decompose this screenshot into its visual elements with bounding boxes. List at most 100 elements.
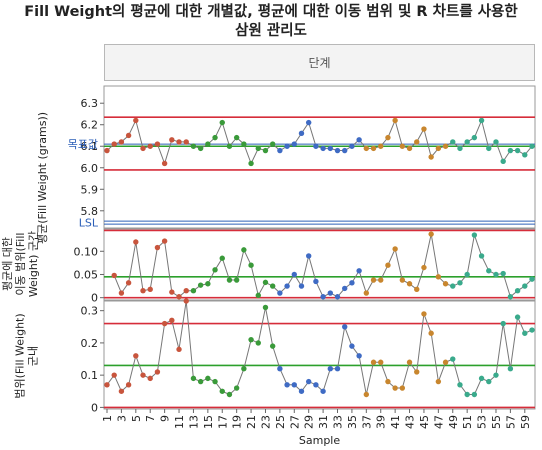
data-point (400, 144, 405, 149)
data-point (450, 139, 455, 144)
data-point (385, 379, 390, 384)
data-point (227, 144, 232, 149)
data-point (140, 288, 145, 293)
x-tick-label: 13 (187, 415, 200, 429)
data-point (407, 146, 412, 151)
data-point (349, 343, 354, 348)
x-axis-label: Sample (299, 434, 340, 447)
panel-frame (104, 301, 535, 409)
data-point (529, 276, 534, 281)
data-point (392, 385, 397, 390)
data-point (378, 144, 383, 149)
data-point (234, 135, 239, 140)
x-tick-label: 1 (101, 415, 114, 422)
x-tick-label: 21 (245, 415, 258, 429)
data-point (364, 290, 369, 295)
data-point (464, 139, 469, 144)
data-point (270, 343, 275, 348)
data-point (328, 366, 333, 371)
data-point (400, 385, 405, 390)
lsl-label: LSL (79, 217, 99, 230)
x-tick-label: 39 (375, 415, 388, 429)
data-point (220, 256, 225, 261)
x-tick-label: 7 (144, 415, 157, 422)
data-point (263, 305, 268, 310)
data-point (356, 268, 361, 273)
data-point (198, 379, 203, 384)
data-point (464, 272, 469, 277)
data-point (428, 331, 433, 336)
data-point (414, 369, 419, 374)
data-point (443, 144, 448, 149)
data-point (112, 141, 117, 146)
data-point (176, 139, 181, 144)
data-point (227, 392, 232, 397)
data-point (119, 389, 124, 394)
data-point (472, 232, 477, 237)
data-point (371, 146, 376, 151)
x-tick-label: 25 (274, 415, 287, 429)
panel-2: 00.050.10 (74, 229, 536, 305)
data-point (479, 376, 484, 381)
data-point (277, 366, 282, 371)
data-point (313, 279, 318, 284)
data-point (328, 290, 333, 295)
data-point (256, 293, 261, 298)
x-tick-label: 53 (476, 415, 489, 429)
data-point (148, 287, 153, 292)
data-point (119, 139, 124, 144)
x-tick-label: 43 (404, 415, 417, 429)
data-point (126, 133, 131, 138)
data-point (529, 327, 534, 332)
data-point (522, 152, 527, 157)
data-point (162, 238, 167, 243)
data-point (385, 262, 390, 267)
data-point (241, 141, 246, 146)
data-point (493, 139, 498, 144)
data-point (486, 268, 491, 273)
x-tick-label: 41 (389, 415, 402, 429)
x-tick-label: 59 (519, 415, 532, 429)
data-point (169, 289, 174, 294)
data-point (371, 277, 376, 282)
data-point (155, 369, 160, 374)
x-tick-label: 11 (173, 415, 186, 429)
data-point (500, 271, 505, 276)
data-point (119, 290, 124, 295)
data-point (234, 277, 239, 282)
x-tick-label: 17 (216, 415, 229, 429)
y-tick-label: 6.2 (81, 119, 99, 132)
data-point (263, 280, 268, 285)
data-point (421, 265, 426, 270)
data-point (205, 141, 210, 146)
x-tick-label: 47 (432, 415, 445, 429)
data-point (472, 135, 477, 140)
x-tick-label: 31 (317, 415, 330, 429)
data-point (407, 360, 412, 365)
y-axis-label-2: 평균에 대한이동 범위(FillWeight) 군간 (1, 231, 40, 297)
panel-1: 5.85.96.06.16.26.3목표값LSL (68, 86, 535, 230)
data-point (133, 353, 138, 358)
data-point (500, 321, 505, 326)
data-point (486, 146, 491, 151)
data-point (155, 245, 160, 250)
data-point (256, 340, 261, 345)
data-point (112, 273, 117, 278)
data-point (428, 154, 433, 159)
x-tick-label: 15 (202, 415, 215, 429)
y-axis-label-3: 범위(Fill Weight)군내 (14, 313, 40, 398)
data-point (191, 144, 196, 149)
data-point (248, 262, 253, 267)
data-point (371, 360, 376, 365)
data-point (457, 146, 462, 151)
target-label: 목표값 (68, 138, 98, 151)
data-point (342, 286, 347, 291)
data-point (169, 318, 174, 323)
data-point (378, 360, 383, 365)
data-point (342, 148, 347, 153)
x-tick-label: 57 (504, 415, 517, 429)
data-point (184, 298, 189, 303)
y-tick-label: 0 (91, 401, 98, 414)
data-point (493, 272, 498, 277)
